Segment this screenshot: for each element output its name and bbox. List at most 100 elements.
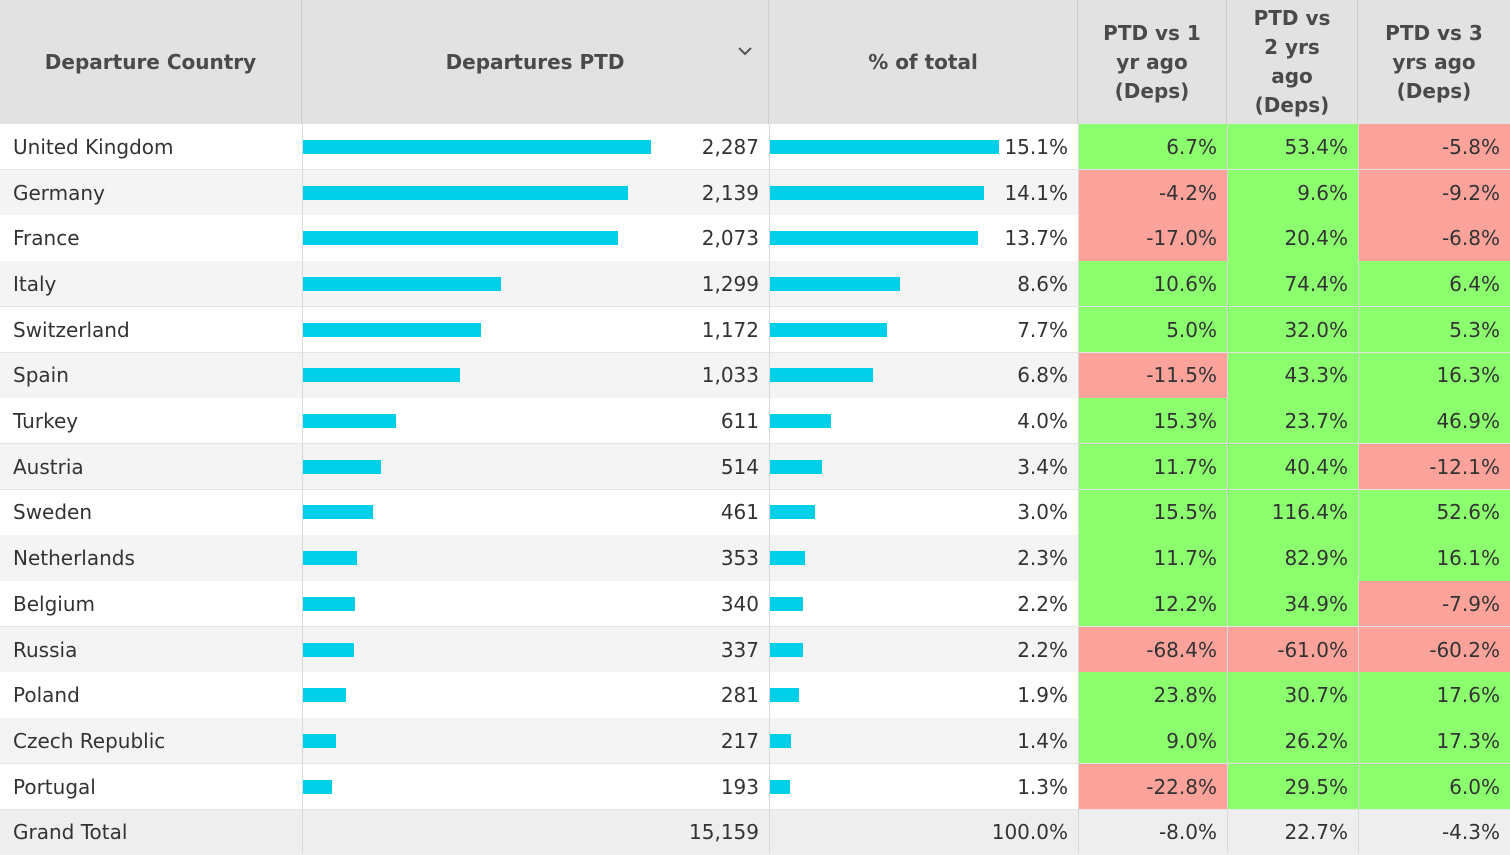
ptd-vs-3yrs-cell: 17.3% [1358,718,1510,764]
departures-cell: 2,073 [302,215,769,261]
header-ptd-vs-1yr-line: (Deps) [1103,77,1201,106]
departures-bar [303,505,373,519]
country-name: United Kingdom [0,124,302,170]
pct-of-total-bar [770,643,803,657]
ptd-vs-1yr-cell: 5.0% [1078,307,1227,353]
country-name: Belgium [0,581,302,627]
ptd-vs-1yr-cell: 11.7% [1078,535,1227,581]
chevron-down-icon[interactable] [736,42,754,60]
pct-of-total-cell: 14.1% [769,170,1078,216]
pct-of-total-value: 7.7% [1017,307,1068,353]
header-pct-of-total[interactable]: % of total [769,0,1078,124]
pct-of-total-cell: 2.2% [769,627,1078,673]
ptd-vs-2yrs-cell: 32.0% [1227,307,1358,353]
ptd-vs-3yrs-cell: -6.8% [1358,215,1510,261]
header-departure-country[interactable]: Departure Country [0,0,302,124]
pct-of-total-cell: 4.0% [769,398,1078,444]
country-name: Czech Republic [0,718,302,764]
departures-value: 15,159 [689,810,759,855]
departures-cell: 353 [302,535,769,581]
column-divider [769,124,770,854]
pct-of-total-value: 1.9% [1017,672,1068,718]
departures-bar [303,688,346,702]
pct-of-total-cell: 1.3% [769,764,1078,810]
departures-value: 2,139 [702,170,759,216]
ptd-vs-2yrs-cell: 74.4% [1227,261,1358,307]
pct-of-total-value: 13.7% [1004,215,1068,261]
ptd-vs-2yrs-cell: 23.7% [1227,398,1358,444]
pct-of-total-value: 2.2% [1017,581,1068,627]
pct-of-total-value: 100.0% [992,810,1068,855]
ptd-vs-2yrs-cell: 9.6% [1227,170,1358,216]
pct-of-total-value: 2.3% [1017,535,1068,581]
ptd-vs-2yrs-cell: 34.9% [1227,581,1358,627]
pct-of-total-cell: 15.1% [769,124,1078,170]
pct-of-total-bar [770,780,790,794]
header-ptd-vs-1yr[interactable]: PTD vs 1 yr ago (Deps) [1078,0,1227,124]
departures-bar [303,460,381,474]
ptd-vs-3yrs-cell: -4.3% [1358,810,1510,855]
ptd-vs-2yrs-cell: 29.5% [1227,764,1358,810]
departures-cell: 337 [302,627,769,673]
ptd-vs-2yrs-cell: 116.4% [1227,490,1358,536]
header-ptd-vs-2yrs-line: ago [1254,62,1331,91]
header-departure-country-label: Departure Country [45,48,256,77]
departures-bar [303,597,355,611]
pct-of-total-bar [770,688,799,702]
pct-of-total-value: 15.1% [1004,124,1068,170]
ptd-vs-3yrs-cell: 6.4% [1358,261,1510,307]
ptd-vs-1yr-cell: 9.0% [1078,718,1227,764]
country-name: Sweden [0,490,302,536]
header-ptd-vs-3yrs[interactable]: PTD vs 3 yrs ago (Deps) [1358,0,1510,124]
header-ptd-vs-1yr-line: PTD vs 1 [1103,19,1201,48]
header-ptd-vs-2yrs[interactable]: PTD vs 2 yrs ago (Deps) [1227,0,1358,124]
pct-of-total-bar [770,551,805,565]
departures-cell: 514 [302,444,769,490]
departures-value: 340 [721,581,759,627]
pct-of-total-cell: 8.6% [769,261,1078,307]
pct-of-total-cell: 100.0% [769,810,1078,855]
departures-cell: 281 [302,672,769,718]
country-name: Spain [0,353,302,399]
ptd-vs-2yrs-cell: 26.2% [1227,718,1358,764]
ptd-vs-3yrs-cell: 16.3% [1358,353,1510,399]
pct-of-total-value: 3.0% [1017,490,1068,536]
departures-cell: 1,172 [302,307,769,353]
ptd-vs-1yr-cell: -4.2% [1078,170,1227,216]
ptd-vs-1yr-cell: 10.6% [1078,261,1227,307]
pct-of-total-cell: 1.4% [769,718,1078,764]
ptd-vs-1yr-cell: 23.8% [1078,672,1227,718]
ptd-vs-2yrs-cell: 82.9% [1227,535,1358,581]
departures-bar [303,186,628,200]
grand-total-label: Grand Total [0,810,302,855]
country-name: Austria [0,444,302,490]
pct-of-total-cell: 3.4% [769,444,1078,490]
departures-bar [303,734,336,748]
pct-of-total-value: 1.4% [1017,718,1068,764]
column-divider [1227,124,1228,854]
header-departures-ptd[interactable]: Departures PTD [302,0,769,124]
pct-of-total-bar [770,140,999,154]
ptd-vs-3yrs-cell: -12.1% [1358,444,1510,490]
ptd-vs-1yr-cell: -68.4% [1078,627,1227,673]
departures-value: 611 [721,398,759,444]
departures-bar [303,323,481,337]
departures-value: 281 [721,672,759,718]
header-ptd-vs-3yrs-line: (Deps) [1385,77,1483,106]
